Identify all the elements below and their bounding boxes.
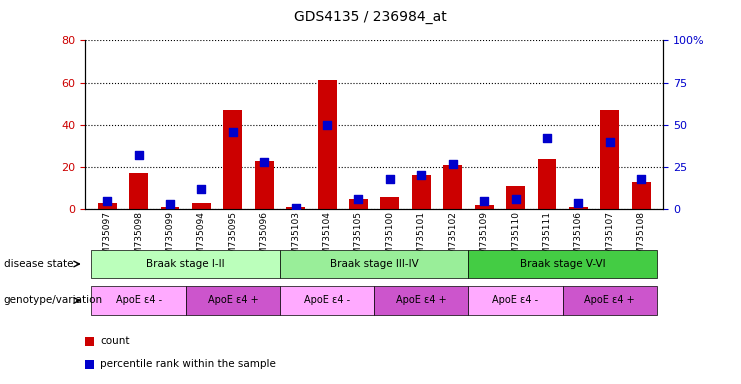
Point: [133, 152, 144, 158]
Bar: [349, 199, 368, 209]
Bar: [192, 203, 211, 209]
Text: ApoE ε4 -: ApoE ε4 -: [493, 295, 539, 306]
Text: ApoE ε4 +: ApoE ε4 +: [396, 295, 447, 306]
Point: [384, 176, 396, 182]
Text: genotype/variation: genotype/variation: [4, 295, 103, 306]
Point: [164, 201, 176, 207]
Text: disease state: disease state: [4, 259, 73, 269]
Bar: [506, 186, 525, 209]
Bar: [318, 81, 336, 209]
Point: [635, 176, 647, 182]
Point: [478, 198, 490, 204]
Text: Braak stage V-VI: Braak stage V-VI: [520, 259, 605, 269]
Point: [102, 198, 113, 204]
Bar: [286, 207, 305, 209]
Text: ApoE ε4 +: ApoE ε4 +: [585, 295, 635, 306]
Text: ApoE ε4 -: ApoE ε4 -: [304, 295, 350, 306]
Point: [416, 172, 428, 179]
Text: ApoE ε4 -: ApoE ε4 -: [116, 295, 162, 306]
Point: [290, 205, 302, 211]
Point: [573, 199, 585, 205]
Point: [353, 196, 365, 202]
Point: [447, 161, 459, 167]
Point: [604, 139, 616, 145]
Text: percentile rank within the sample: percentile rank within the sample: [100, 359, 276, 369]
Bar: [537, 159, 556, 209]
Point: [321, 122, 333, 128]
Bar: [475, 205, 494, 209]
Bar: [224, 110, 242, 209]
Point: [196, 186, 207, 192]
Bar: [632, 182, 651, 209]
Text: Braak stage I-II: Braak stage I-II: [147, 259, 225, 269]
Bar: [412, 175, 431, 209]
Bar: [443, 165, 462, 209]
Bar: [569, 207, 588, 209]
Point: [541, 135, 553, 141]
Bar: [98, 203, 116, 209]
Point: [259, 159, 270, 165]
Text: count: count: [100, 336, 130, 346]
Bar: [380, 197, 399, 209]
Text: Braak stage III-IV: Braak stage III-IV: [330, 259, 419, 269]
Bar: [255, 161, 273, 209]
Point: [227, 129, 239, 135]
Text: GDS4135 / 236984_at: GDS4135 / 236984_at: [294, 10, 447, 23]
Point: [510, 196, 522, 202]
Text: ApoE ε4 +: ApoE ε4 +: [207, 295, 258, 306]
Bar: [129, 174, 148, 209]
Bar: [600, 110, 619, 209]
Bar: [161, 207, 179, 209]
